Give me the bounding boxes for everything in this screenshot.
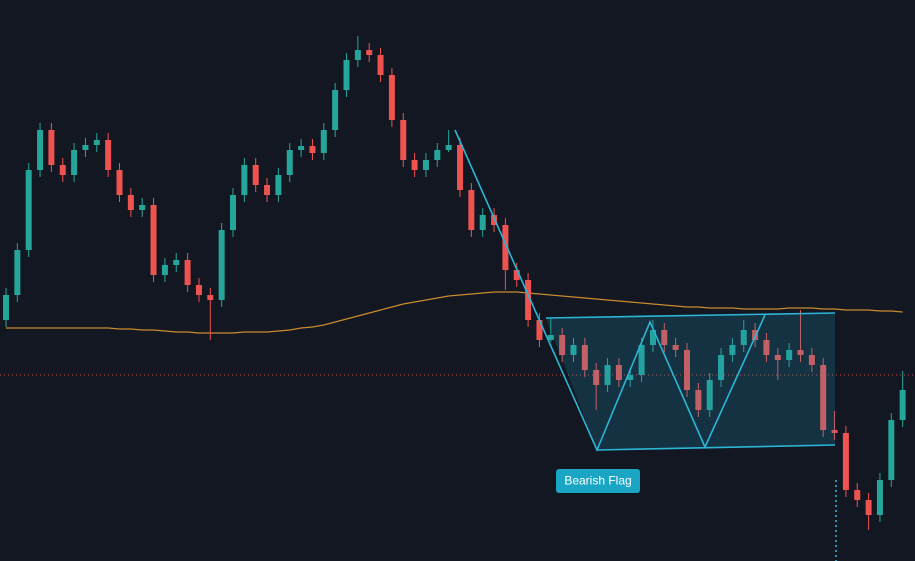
candle-body bbox=[445, 145, 452, 150]
candle-body bbox=[706, 380, 713, 410]
candle-body bbox=[604, 365, 611, 385]
candle-body bbox=[377, 55, 384, 75]
candle-body bbox=[230, 195, 236, 230]
candle-body bbox=[207, 295, 214, 300]
candle-body bbox=[479, 215, 486, 230]
candle-body bbox=[400, 120, 407, 160]
candle-body bbox=[684, 350, 690, 390]
flag-area bbox=[546, 313, 835, 450]
candle-body bbox=[774, 355, 781, 360]
candle-body bbox=[93, 140, 100, 145]
candle-body bbox=[105, 140, 112, 170]
candle-body bbox=[468, 190, 475, 230]
candle-body bbox=[320, 130, 327, 153]
candle-body bbox=[252, 165, 259, 185]
candle-body bbox=[797, 350, 804, 355]
candle-body bbox=[264, 185, 271, 195]
candle-body bbox=[729, 345, 736, 355]
candle-body bbox=[831, 430, 838, 433]
candle-body bbox=[786, 350, 793, 360]
candle-body bbox=[888, 420, 895, 480]
candle-body bbox=[309, 146, 316, 153]
candle-body bbox=[25, 170, 32, 250]
candle-body bbox=[559, 335, 566, 355]
candle-body bbox=[581, 345, 588, 370]
candle-body bbox=[14, 250, 21, 295]
candle-body bbox=[638, 345, 645, 375]
candle-body bbox=[718, 355, 725, 380]
candle-body bbox=[740, 330, 747, 345]
candle-body bbox=[615, 365, 622, 380]
candle-body bbox=[661, 330, 668, 345]
candle-body bbox=[491, 215, 498, 225]
candle-body bbox=[513, 270, 520, 280]
candle-body bbox=[899, 390, 906, 420]
candle-body bbox=[71, 150, 78, 175]
candle-body bbox=[127, 195, 134, 210]
candle-body bbox=[627, 375, 634, 380]
candle-body bbox=[48, 130, 55, 165]
candle-body bbox=[286, 150, 293, 175]
candle-body bbox=[457, 145, 463, 190]
candle-body bbox=[195, 285, 202, 295]
candle-body bbox=[218, 230, 225, 300]
candle-body bbox=[593, 370, 600, 385]
candle-body bbox=[275, 175, 282, 195]
candle-body bbox=[820, 365, 827, 430]
candle-body bbox=[434, 150, 441, 160]
candle-body bbox=[649, 330, 656, 345]
candle-body bbox=[536, 320, 543, 340]
candle-body bbox=[854, 490, 861, 500]
candle-body bbox=[161, 265, 168, 275]
candle-body bbox=[547, 335, 554, 340]
candle-body bbox=[502, 225, 509, 270]
candle-body bbox=[865, 500, 872, 515]
flag-bottom bbox=[596, 444, 836, 451]
candle-body bbox=[116, 170, 123, 195]
candle-body bbox=[876, 480, 883, 515]
candle-body bbox=[366, 50, 373, 55]
candle-body bbox=[354, 50, 361, 60]
candle-body bbox=[150, 205, 157, 275]
candles bbox=[3, 36, 906, 530]
candle-body bbox=[82, 145, 89, 150]
moving-average bbox=[6, 291, 903, 334]
candle-body bbox=[343, 60, 350, 90]
candle-body bbox=[570, 345, 577, 355]
candle-body bbox=[298, 146, 305, 150]
candle-body bbox=[388, 75, 395, 120]
candle-body bbox=[173, 260, 180, 265]
candle-body bbox=[59, 165, 66, 175]
candle-body bbox=[525, 280, 532, 320]
candle-body bbox=[695, 390, 702, 410]
candle-body bbox=[422, 160, 429, 170]
candle-body bbox=[332, 90, 339, 130]
candle-body bbox=[241, 165, 248, 195]
candle-body bbox=[842, 433, 849, 490]
candle-body bbox=[763, 340, 770, 355]
candle-body bbox=[411, 160, 418, 170]
label-box bbox=[556, 469, 640, 493]
flag-top bbox=[545, 312, 836, 319]
candle-body bbox=[672, 345, 679, 350]
candle-body bbox=[808, 355, 815, 365]
candle-body bbox=[3, 295, 9, 320]
pattern-label: Bearish Flag bbox=[564, 474, 631, 488]
candle-body bbox=[139, 205, 146, 210]
candle-body bbox=[37, 130, 44, 170]
candle-body bbox=[184, 260, 191, 285]
pattern-zigzag bbox=[454, 129, 766, 453]
